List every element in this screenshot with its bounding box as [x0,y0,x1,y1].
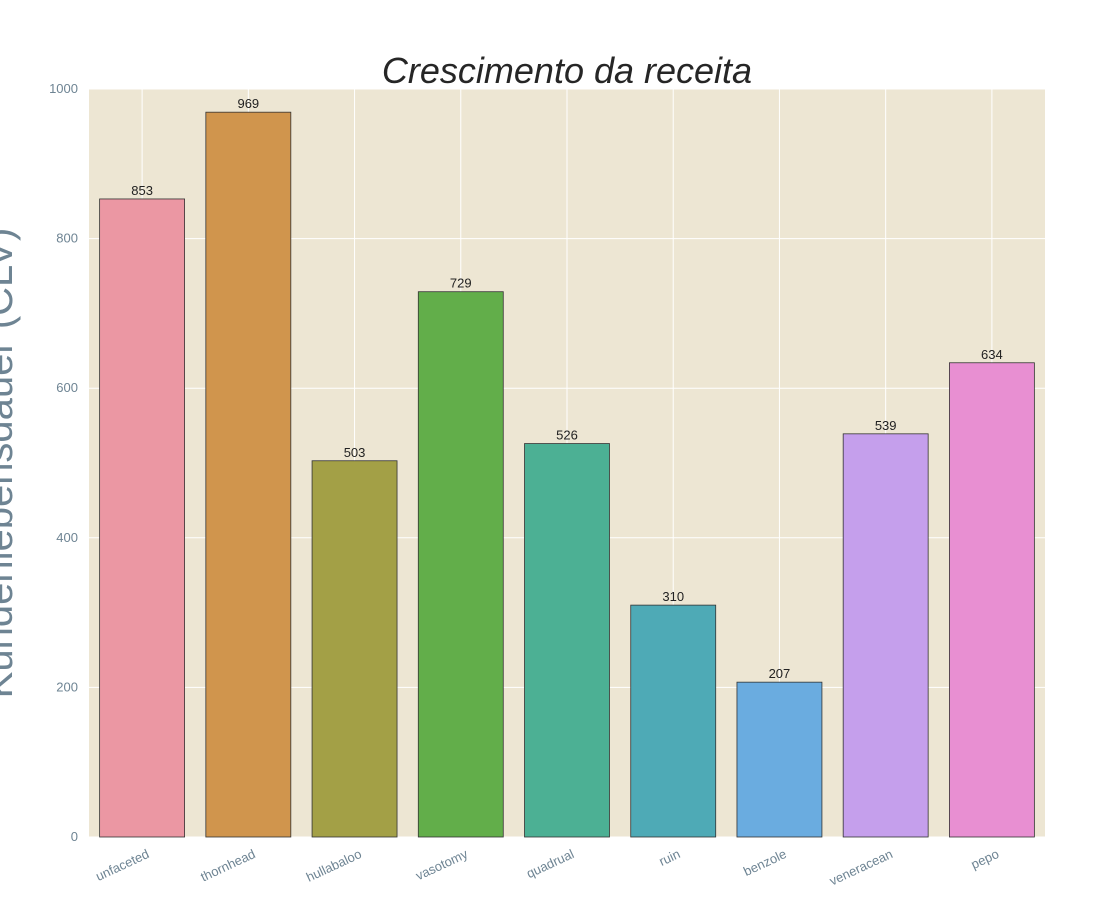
x-tick-label: pepo [969,846,1002,872]
y-tick-label: 400 [56,530,78,545]
y-tick-label: 1000 [49,81,78,96]
data-label: 207 [769,666,791,681]
x-tick-label: quadrual [524,846,576,881]
data-label: 526 [556,428,578,443]
bar-ruin [630,604,717,838]
x-tick-label: hullabaloo [304,846,364,885]
bar-veneracean [842,433,929,838]
y-tick-label: 800 [56,231,78,246]
bar-quadrual [524,443,610,838]
y-tick-label: 600 [56,380,78,395]
bar-pepo [949,362,1035,838]
x-tick-label: vasotomy [413,846,470,883]
x-tick-label: ruin [656,846,682,869]
x-tick-label: unfaceted [93,846,151,884]
data-label: 853 [131,183,153,198]
data-label: 634 [981,347,1003,362]
data-label: 729 [450,276,472,291]
data-labels: 853 969 503 729 526 310 207 539 634 [131,96,1002,681]
x-tick-label: thornhead [198,846,257,884]
data-label: 539 [875,418,897,433]
bar-benzole [736,681,823,838]
y-tick-label: 200 [56,679,78,694]
y-axis-ticks: 0 200 400 600 800 1000 [49,81,78,844]
x-axis-ticks: unfaceted thornhead hullabaloo vasotomy quad… [93,846,1001,889]
data-label: 310 [662,589,684,604]
y-tick-label: 0 [71,829,78,844]
bar-vasotomy [417,291,504,838]
bar-thornhead [205,111,292,838]
chart-title: Crescimento da receita [382,50,752,91]
data-label: 503 [344,445,366,460]
bars [99,111,1035,838]
bar-unfaceted [99,198,185,838]
x-tick-label: veneracean [827,846,895,888]
data-label: 969 [237,96,259,111]
bar-hullabaloo [311,460,398,838]
y-axis-label: Kundenlebensdauer (CLV) [0,228,21,699]
x-tick-label: benzole [741,846,789,879]
